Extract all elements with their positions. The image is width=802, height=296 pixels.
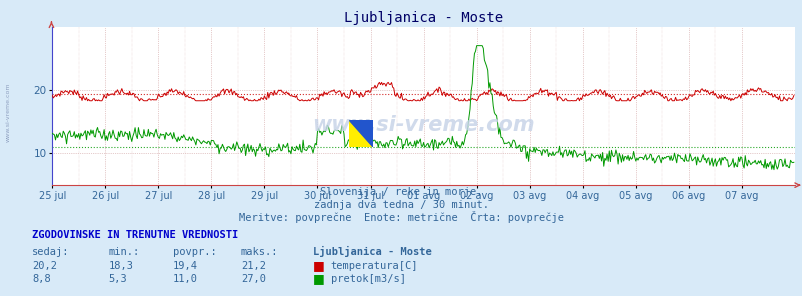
Text: min.:: min.: [108, 247, 140, 257]
Text: 21,2: 21,2 [241, 261, 265, 271]
Polygon shape [349, 120, 373, 147]
Text: ZGODOVINSKE IN TRENUTNE VREDNOSTI: ZGODOVINSKE IN TRENUTNE VREDNOSTI [32, 230, 238, 240]
Text: 27,0: 27,0 [241, 274, 265, 284]
Text: sedaj:: sedaj: [32, 247, 70, 257]
Text: 18,3: 18,3 [108, 261, 133, 271]
Text: zadnja dva tedna / 30 minut.: zadnja dva tedna / 30 minut. [314, 200, 488, 210]
Text: povpr.:: povpr.: [172, 247, 216, 257]
Text: Slovenija / reke in morje.: Slovenija / reke in morje. [320, 187, 482, 197]
Text: 8,8: 8,8 [32, 274, 51, 284]
Title: Ljubljanica - Moste: Ljubljanica - Moste [343, 12, 503, 25]
Text: maks.:: maks.: [241, 247, 278, 257]
Polygon shape [349, 120, 373, 147]
Text: 19,4: 19,4 [172, 261, 197, 271]
Text: 5,3: 5,3 [108, 274, 127, 284]
Text: ■: ■ [313, 259, 325, 272]
Text: 11,0: 11,0 [172, 274, 197, 284]
Text: 20,2: 20,2 [32, 261, 57, 271]
Text: Meritve: povprečne  Enote: metrične  Črta: povprečje: Meritve: povprečne Enote: metrične Črta:… [239, 211, 563, 223]
Text: pretok[m3/s]: pretok[m3/s] [330, 274, 405, 284]
Text: Ljubljanica - Moste: Ljubljanica - Moste [313, 246, 431, 257]
Text: temperatura[C]: temperatura[C] [330, 261, 418, 271]
Text: ■: ■ [313, 272, 325, 285]
Text: www.si-vreme.com: www.si-vreme.com [6, 83, 10, 142]
Text: www.si-vreme.com: www.si-vreme.com [312, 115, 534, 135]
